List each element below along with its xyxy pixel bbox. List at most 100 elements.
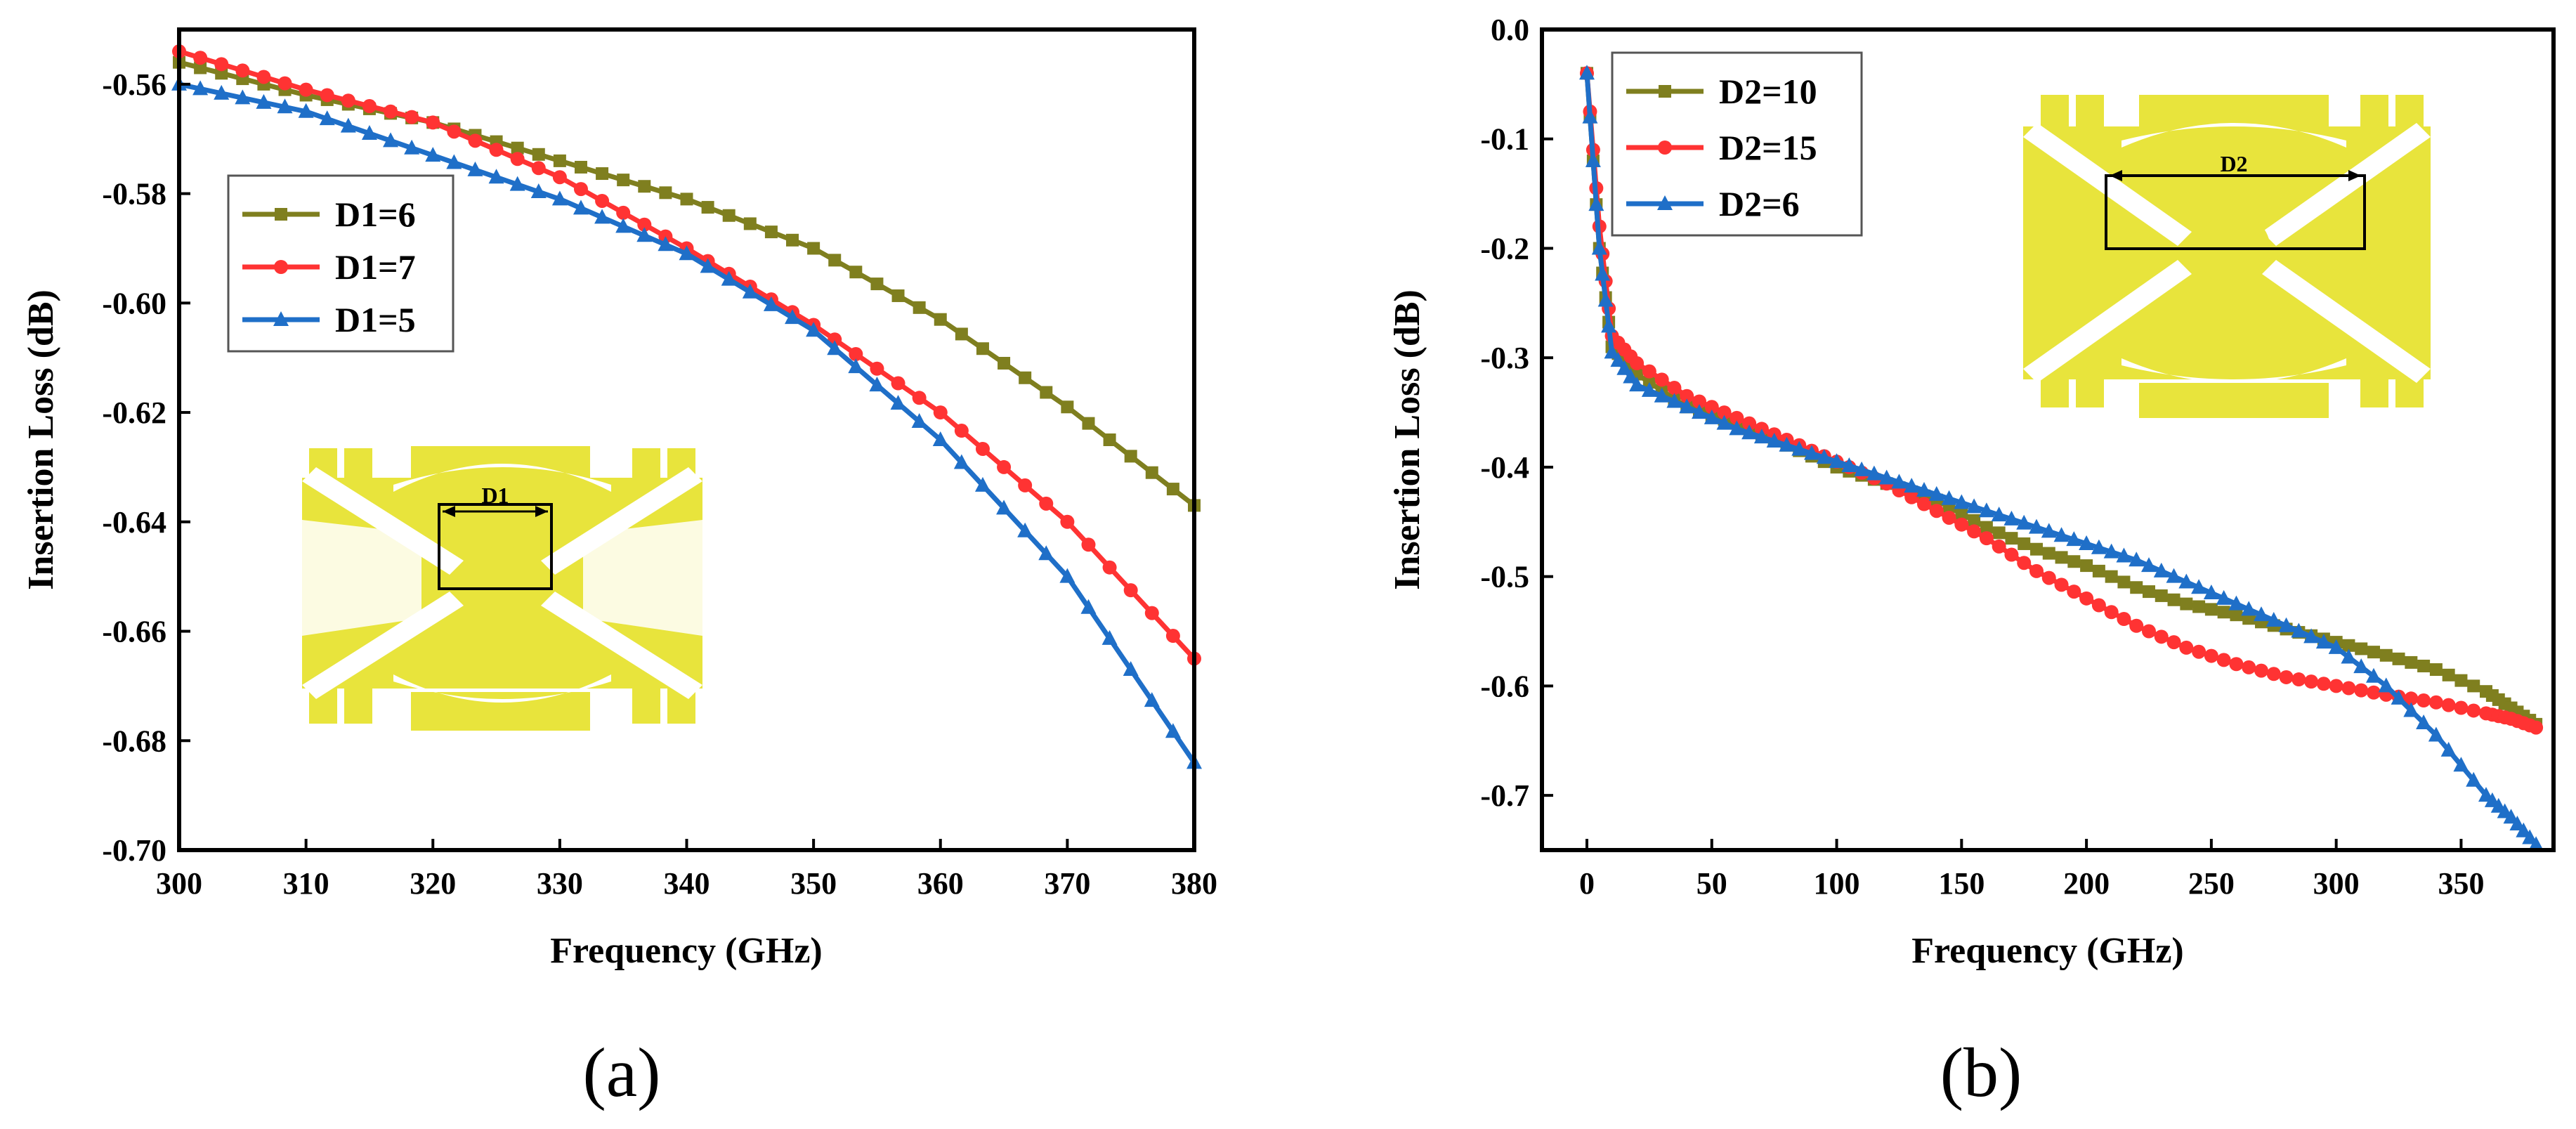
x-tick-label-a: 380: [1171, 866, 1217, 901]
data-point-b-2: [2329, 679, 2343, 693]
data-point-a-1: [1124, 450, 1137, 463]
data-point-a-3: [298, 103, 314, 118]
data-point-b-2: [1630, 355, 1645, 370]
data-point-a-2: [405, 110, 419, 124]
data-point-a-2: [997, 459, 1012, 474]
legend-a: D1=6 D1=7 D1=5: [227, 174, 455, 353]
data-point-b-1: [2405, 655, 2418, 669]
data-point-a-3: [1101, 629, 1118, 645]
data-point-b-3: [2141, 557, 2157, 573]
data-point-b-3: [2266, 611, 2282, 627]
data-point-b-2: [2354, 683, 2369, 698]
data-point-a-2: [870, 361, 884, 376]
data-point-b-2: [2017, 556, 2032, 570]
y-axis-label-b: Insertion Loss (dB): [1387, 289, 1427, 590]
data-point-b-3: [2453, 757, 2469, 772]
y-tick-label-b: -0.3: [1480, 341, 1529, 375]
data-point-a-1: [786, 233, 799, 247]
data-point-a-1: [976, 342, 989, 355]
data-point-a-3: [214, 84, 230, 100]
data-point-b-3: [2516, 822, 2532, 837]
data-point-a-3: [1080, 599, 1097, 614]
data-point-b-2: [2229, 657, 2244, 672]
data-point-a-3: [551, 190, 568, 206]
y-tick-label-b: -0.6: [1480, 669, 1529, 703]
data-point-b-1: [2392, 652, 2405, 665]
data-point-b-3: [1641, 381, 1657, 397]
data-point-b-2: [2254, 663, 2268, 678]
data-point-b-3: [1954, 494, 1970, 509]
data-point-b-2: [1680, 389, 1694, 403]
data-point-a-3: [953, 454, 969, 469]
data-point-b-3: [2391, 689, 2407, 705]
data-point-b-3: [2153, 562, 2169, 577]
y-axis-label-a: Insertion Loss (dB): [21, 289, 61, 590]
data-point-a-2: [573, 182, 588, 197]
data-point-a-3: [615, 218, 632, 233]
x-tick-label-b: 150: [1938, 866, 1985, 901]
x-axis-label-a: Frequency (GHz): [550, 931, 823, 971]
x-tick-label-b: 200: [2063, 866, 2110, 901]
data-point-a-1: [955, 327, 968, 341]
data-point-a-2: [341, 93, 355, 108]
data-point-a-3: [848, 358, 864, 374]
data-point-b-3: [2091, 539, 2107, 554]
data-point-b-3: [2522, 829, 2538, 844]
data-point-b-3: [2328, 639, 2344, 654]
data-point-b-2: [2091, 598, 2106, 613]
x-tick-label-a: 320: [410, 866, 456, 901]
legend-marker-b-3: [1657, 195, 1673, 210]
panel-b: D2 0 50 100 150 200 250 300 350 -0.7 -0.6 -0.5 -0.…: [1387, 13, 2556, 1111]
data-point-b-2: [2428, 695, 2443, 710]
d1-inset-label: D1: [481, 483, 509, 508]
data-point-b-2: [2316, 677, 2331, 691]
data-point-a-1: [764, 226, 778, 239]
data-point-a-3: [1144, 692, 1160, 707]
data-point-a-3: [1017, 522, 1033, 537]
y-tick-label-a: -0.60: [102, 286, 166, 320]
legend-label-b-1: D2=10: [1719, 72, 1817, 111]
legend-marker-b-1: [1659, 85, 1671, 98]
data-point-a-3: [700, 258, 716, 273]
data-point-b-3: [1766, 432, 1782, 448]
data-point-b-2: [2404, 691, 2419, 706]
y-tick-label-a: -0.58: [102, 177, 166, 211]
data-point-b-2: [2266, 667, 2281, 681]
data-point-b-1: [2130, 581, 2143, 594]
data-point-b-2: [2054, 577, 2069, 592]
data-point-a-3: [1165, 723, 1181, 738]
data-point-b-3: [1829, 453, 1845, 469]
data-point-b-1: [2180, 597, 2193, 611]
data-point-b-1: [2080, 559, 2093, 573]
data-point-b-3: [1679, 398, 1695, 414]
data-point-b-3: [2216, 589, 2232, 605]
data-point-a-1: [1166, 483, 1179, 496]
data-point-a-1: [722, 209, 735, 222]
data-point-a-3: [806, 322, 822, 337]
data-point-a-3: [827, 340, 843, 355]
data-point-a-2: [891, 376, 905, 391]
data-point-a-3: [383, 132, 399, 148]
data-point-a-1: [1040, 386, 1053, 399]
data-point-b-3: [1966, 498, 1982, 514]
data-point-b-2: [1904, 490, 1919, 504]
data-point-b-3: [1579, 65, 1595, 80]
data-point-b-3: [2129, 552, 2145, 567]
data-point-a-1: [596, 167, 609, 181]
data-point-b-3: [2254, 606, 2269, 622]
data-point-b-3: [1741, 424, 1758, 440]
data-point-a-2: [616, 205, 631, 220]
data-point-a-3: [890, 395, 906, 410]
data-point-b-1: [2055, 551, 2068, 564]
data-point-a-3: [319, 110, 335, 126]
panel-a: D1 300 310 320 330 340 350 360 370 380 -0.70 -0.6…: [21, 27, 1217, 1111]
data-point-a-2: [595, 193, 610, 208]
data-point-a-3: [277, 98, 293, 114]
data-point-a-3: [361, 124, 377, 140]
data-point-a-1: [1145, 466, 1158, 479]
data-point-b-3: [2228, 595, 2244, 611]
legend-label-a-3: D1=5: [335, 300, 416, 339]
x-tick-label-b: 50: [1696, 866, 1727, 901]
x-tick-label-b: 350: [2438, 866, 2484, 901]
data-point-a-2: [1165, 629, 1180, 644]
